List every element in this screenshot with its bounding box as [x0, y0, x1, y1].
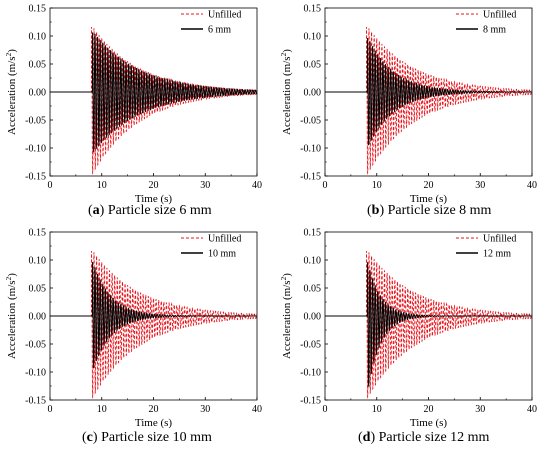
caption-d-text: Particle size 12 mm	[378, 430, 490, 445]
series-line-unfilled-d	[325, 251, 533, 399]
x-tick-label-d: 20	[424, 404, 434, 415]
y-tick-label-b: -0.10	[300, 144, 321, 155]
x-axis-label-a: Time (s)	[135, 193, 173, 205]
caption-d-letter: d	[362, 430, 371, 445]
chart-panel-a: 0 10 20 30 40 -0.15 -0.10 -0.05 0.00 0.05 0.10 0.15…	[0, 0, 275, 208]
legend-label-filled-b: 8 mm	[483, 25, 506, 36]
series-line-unfilled-b	[325, 27, 533, 175]
y-tick-label-b: 0.10	[304, 32, 322, 43]
y-tick-label-c: 0.10	[29, 256, 47, 267]
x-tick-label-c: 40	[252, 404, 262, 415]
y-tick-label-a: -0.05	[25, 116, 46, 127]
legend-label-unfilled-b: Unfilled	[483, 10, 516, 21]
caption-b-text: Particle size 8 mm	[387, 203, 492, 218]
y-axis-label-a: Acceleration (m/s2)	[4, 49, 18, 135]
y-tick-label-c: 0.05	[29, 284, 47, 295]
caption-c-letter: c	[86, 430, 93, 445]
x-tick-label-a: 0	[48, 180, 53, 191]
chart-b-svg: 0 10 20 30 40 -0.15 -0.10 -0.05 0.00 0.05 0.10 0.15…	[279, 4, 537, 206]
chart-a-svg: 0 10 20 30 40 -0.15 -0.10 -0.05 0.00 0.05 0.10 0.15…	[4, 4, 262, 206]
y-tick-label-b: 0.05	[304, 60, 322, 71]
y-tick-label-c: -0.10	[25, 368, 46, 379]
y-tick-label-b: -0.05	[300, 116, 321, 127]
y-tick-label-a: -0.10	[25, 144, 46, 155]
y-tick-label-c: -0.05	[25, 340, 46, 351]
legend-label-unfilled-d: Unfilled	[483, 234, 516, 245]
x-tick-label-c: 30	[200, 404, 210, 415]
caption-a-text: Particle size 6 mm	[107, 203, 212, 218]
y-tick-label-b: 0.00	[304, 88, 322, 99]
y-tick-label-c: 0.00	[29, 312, 47, 323]
series-line-filled-d	[325, 262, 532, 387]
x-tick-label-a: 40	[252, 180, 262, 191]
caption-d: (d) Particle size 12 mm	[358, 430, 490, 445]
x-axis-label-c: Time (s)	[135, 417, 173, 429]
x-tick-label-a: 30	[200, 180, 210, 191]
x-tick-label-b: 10	[372, 180, 382, 191]
y-tick-label-a: -0.15	[25, 172, 46, 183]
legend-label-filled-c: 10 mm	[208, 249, 236, 260]
caption-c: (c) Particle size 10 mm	[82, 430, 212, 445]
caption-b-letter: b	[371, 203, 380, 218]
y-axis-label-d: Acceleration (m/s2)	[279, 273, 293, 359]
series-line-filled-b	[325, 37, 532, 146]
x-tick-label-d: 40	[527, 404, 537, 415]
y-tick-label-c: -0.15	[25, 396, 46, 407]
y-tick-label-b: -0.15	[300, 172, 321, 183]
x-tick-label-d: 30	[475, 404, 485, 415]
y-tick-label-d: 0.05	[304, 284, 322, 295]
y-axis-label-b: Acceleration (m/s2)	[279, 49, 293, 135]
x-tick-label-c: 10	[97, 404, 107, 415]
x-tick-label-b: 40	[527, 180, 537, 191]
caption-a-letter: a	[92, 203, 100, 218]
x-tick-label-c: 20	[149, 404, 159, 415]
y-tick-label-a: 0.05	[29, 60, 47, 71]
y-tick-label-a: 0.15	[29, 4, 47, 15]
y-tick-label-c: 0.15	[29, 228, 47, 239]
y-tick-label-b: 0.15	[304, 4, 322, 15]
y-tick-label-d: -0.15	[300, 396, 321, 407]
x-axis-label-b: Time (s)	[410, 193, 448, 205]
series-line-unfilled-c	[50, 251, 258, 399]
legend-label-filled-d: 12 mm	[483, 249, 511, 260]
x-tick-label-d: 10	[372, 404, 382, 415]
x-tick-label-b: 0	[323, 180, 328, 191]
chart-d-svg: 0 10 20 30 40 -0.15 -0.10 -0.05 0.00 0.05 0.10 0.15…	[279, 228, 537, 430]
caption-c-text: Particle size 10 mm	[101, 430, 212, 445]
y-tick-label-a: 0.10	[29, 32, 47, 43]
y-axis-label-c: Acceleration (m/s2)	[4, 273, 18, 359]
legend-label-unfilled-c: Unfilled	[208, 234, 241, 245]
chart-panel-d: 0 10 20 30 40 -0.15 -0.10 -0.05 0.00 0.05 0.10 0.15…	[275, 224, 550, 432]
legend-label-filled-a: 6 mm	[208, 25, 231, 36]
legend-label-unfilled-a: Unfilled	[208, 10, 241, 21]
x-tick-label-a: 10	[97, 180, 107, 191]
y-tick-label-d: 0.15	[304, 228, 322, 239]
chart-c-svg: 0 10 20 30 40 -0.15 -0.10 -0.05 0.00 0.05 0.10 0.15…	[4, 228, 262, 430]
y-tick-label-d: 0.00	[304, 312, 322, 323]
y-tick-label-d: -0.05	[300, 340, 321, 351]
x-tick-label-d: 0	[323, 404, 328, 415]
x-tick-label-a: 20	[149, 180, 159, 191]
series-line-filled-c	[50, 262, 257, 369]
caption-b: (b) Particle size 8 mm	[367, 203, 492, 218]
y-tick-label-d: -0.10	[300, 368, 321, 379]
x-axis-label-d: Time (s)	[410, 417, 448, 429]
y-tick-label-a: 0.00	[29, 88, 47, 99]
x-tick-label-b: 30	[475, 180, 485, 191]
x-tick-label-c: 0	[48, 404, 53, 415]
x-tick-label-b: 20	[424, 180, 434, 191]
chart-panel-b: 0 10 20 30 40 -0.15 -0.10 -0.05 0.00 0.05 0.10 0.15…	[275, 0, 550, 208]
chart-panel-c: 0 10 20 30 40 -0.15 -0.10 -0.05 0.00 0.05 0.10 0.15…	[0, 224, 275, 432]
y-tick-label-d: 0.10	[304, 256, 322, 267]
series-line-filled-a	[50, 32, 258, 154]
caption-a: (a) Particle size 6 mm	[88, 203, 212, 218]
